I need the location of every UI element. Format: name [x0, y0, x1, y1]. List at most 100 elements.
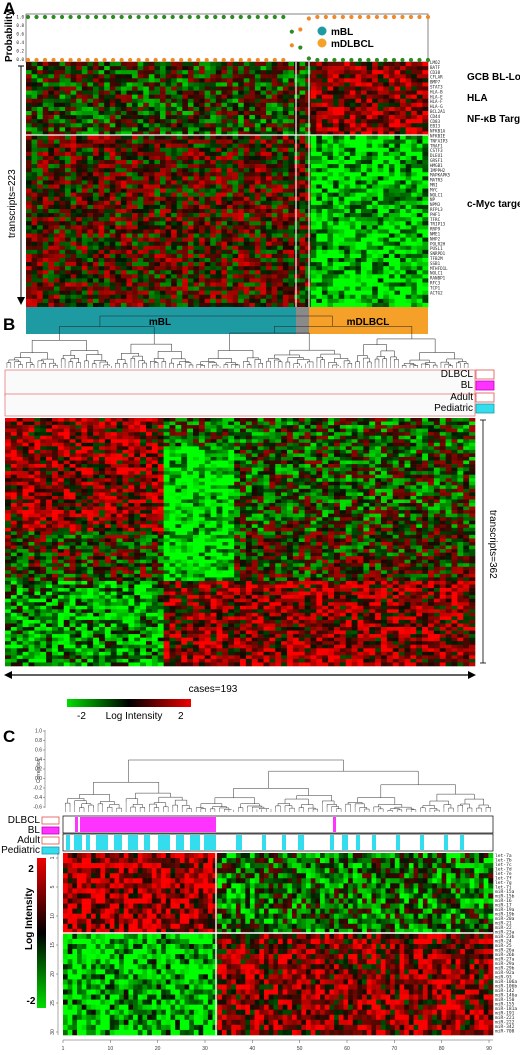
panel-a-heat-cell — [349, 298, 356, 304]
panel-a-heat-cell — [143, 168, 150, 173]
panel-a-heat-cell — [148, 82, 155, 87]
panel-a-heat-cell — [137, 62, 144, 67]
panel-a-heat-cell — [165, 188, 172, 193]
panel-a-heat-cell — [277, 139, 284, 144]
panel-a-heat-cell — [154, 225, 161, 230]
panel-a-heat-cell — [243, 135, 250, 140]
panel-a-heat-cell — [349, 274, 356, 279]
panel-a-heat-cell — [388, 298, 395, 304]
panel-a-heat-cell — [344, 225, 351, 230]
panel-a-heat-cell — [260, 200, 267, 206]
panel-a-heat-cell — [299, 70, 306, 75]
panel-a-heat-cell — [165, 78, 172, 83]
panel-a-heat-cell — [249, 209, 256, 214]
panel-a-heat-cell — [383, 143, 390, 149]
panel-a-heat-cell — [238, 160, 245, 165]
panel-a-heat-cell — [93, 94, 99, 100]
panel-a-heat-cell — [137, 164, 144, 169]
panel-a-heat-cell — [266, 274, 272, 279]
panel-a-heat-cell — [277, 180, 284, 185]
panel-a-heat-cell — [366, 106, 373, 112]
panel-a-heat-cell — [204, 249, 211, 255]
panel-a-heat-cell — [221, 155, 228, 161]
panel-a-heat-cell — [176, 168, 183, 173]
panel-a-heat-cell — [321, 139, 328, 144]
panel-a-heat-cell — [372, 98, 379, 104]
panel-a-heat-cell — [366, 151, 373, 157]
panel-a-heat-cell — [288, 78, 295, 83]
panel-a-heat-cell — [171, 253, 178, 259]
panel-a-heat-cell — [87, 74, 94, 79]
panel-a-heat-cell — [305, 164, 312, 169]
panel-a-heat-cell — [204, 258, 211, 263]
panel-a-heat-cell — [53, 147, 60, 153]
panel-a-heat-cell — [81, 241, 88, 247]
panel-a-heat-cell — [361, 78, 367, 83]
panel-a-heat-cell — [400, 237, 406, 242]
panel-a-heat-cell — [104, 204, 111, 210]
panel-a-heat-cell — [148, 127, 155, 132]
panel-a-heat-cell — [361, 204, 367, 210]
panel-a-heat-cell — [260, 74, 267, 79]
panel-a-heat-cell — [87, 286, 94, 291]
panel-a-heat-cell — [266, 204, 272, 210]
panel-a-heat-cell — [59, 74, 66, 79]
panel-a-heat-cell — [182, 62, 189, 67]
panel-a-heat-cell — [361, 278, 367, 283]
panel-a-heat-cell — [215, 270, 222, 275]
panel-a-heat-cell — [361, 258, 367, 263]
panel-a-heat-cell — [288, 294, 295, 300]
prob-point-mdlbcl — [213, 57, 218, 63]
panel-a-heat-cell — [59, 127, 66, 132]
panel-a-heat-cell — [199, 160, 205, 165]
panel-a-heat-cell — [361, 119, 367, 124]
panel-a-heat-cell — [160, 74, 166, 79]
panel-a-heat-cell — [405, 176, 412, 181]
panel-a-heat-cell — [204, 62, 211, 67]
panel-a-heat-cell — [154, 151, 161, 157]
panel-a-heat-cell — [411, 94, 418, 100]
panel-a-heat-cell — [338, 188, 345, 193]
panel-a-heat-cell — [249, 245, 256, 251]
panel-a-heat-cell — [361, 176, 367, 181]
panel-a-heat-cell — [37, 102, 44, 108]
panel-a-heat-cell — [59, 102, 66, 108]
panel-a-heat-cell — [338, 90, 345, 95]
panel-a-heat-cell — [59, 86, 66, 91]
panel-a-heat-cell — [187, 196, 194, 202]
panel-a-heat-cell — [266, 196, 272, 202]
panel-a-heat-cell — [249, 258, 256, 263]
panel-a-heat-cell — [132, 82, 138, 87]
panel-a-heat-cell — [176, 115, 183, 120]
panel-a-heat-cell — [310, 286, 317, 291]
panel-a-heat-cell — [98, 221, 105, 226]
prob-point-mbl — [102, 14, 107, 20]
panel-a-heat-cell — [305, 155, 312, 161]
panel-a-heat-cell — [266, 131, 272, 136]
panel-a-heat-cell — [109, 245, 116, 251]
panel-a-heat-cell — [143, 274, 150, 279]
panel-a-heat-cell — [120, 86, 127, 91]
panel-a-heat-cell — [333, 74, 339, 79]
panel-a-heat-cell — [333, 200, 339, 206]
panel-a-heat-cell — [210, 241, 217, 247]
panel-a-heat-cell — [126, 217, 133, 222]
legend-mdlbcl-label: mDLBCL — [331, 39, 374, 50]
panel-a-heat-cell — [394, 237, 401, 242]
panel-a-heat-cell — [160, 66, 166, 71]
panel-a-heat-cell — [238, 131, 245, 136]
panel-a-heat-cell — [187, 62, 194, 67]
panel-a-heat-cell — [176, 204, 183, 210]
panel-a-heat-cell — [349, 70, 356, 75]
panel-a-heat-cell — [249, 131, 256, 136]
panel-a-heat-cell — [333, 258, 339, 263]
panel-a-heat-cell — [132, 274, 138, 279]
panel-a-heat-cell — [143, 245, 150, 251]
panel-a-heat-cell — [405, 78, 412, 83]
panel-a-heat-cell — [137, 86, 144, 91]
panel-a-heat-cell — [48, 188, 55, 193]
panel-a-heat-cell — [422, 139, 429, 144]
panel-a-heat-cell — [87, 294, 94, 300]
panel-a-heat-cell — [182, 237, 189, 242]
prob-point-mbl — [145, 14, 150, 20]
